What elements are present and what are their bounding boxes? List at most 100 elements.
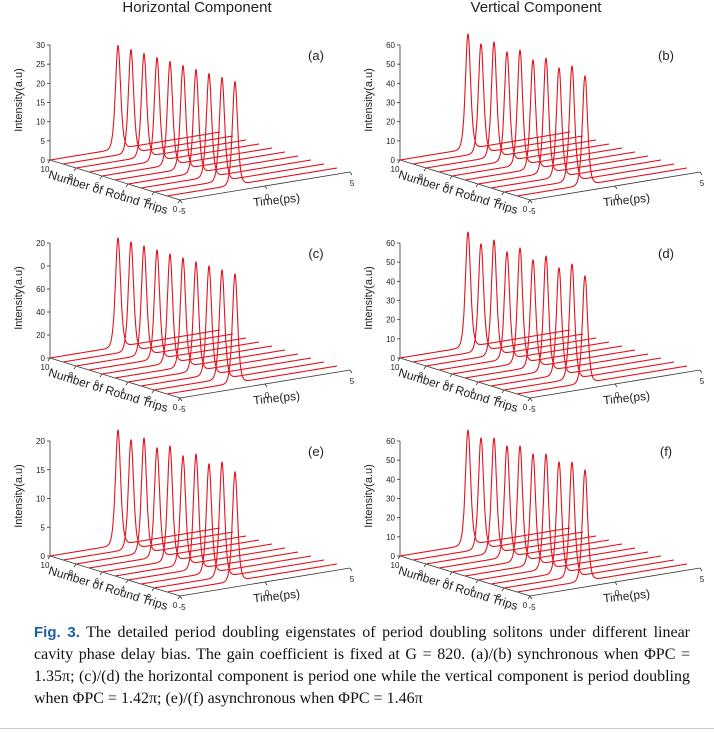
trace — [516, 275, 688, 395]
y-tick — [527, 199, 531, 204]
y-tick — [449, 373, 453, 378]
y-tick-label: 4 — [121, 387, 126, 396]
trace — [516, 469, 688, 593]
y-tick — [125, 183, 129, 188]
y-tick — [527, 595, 531, 600]
trace — [127, 261, 299, 383]
trace — [451, 247, 623, 375]
y-tick — [177, 595, 181, 600]
z-tick-label: 60 — [386, 41, 395, 50]
column-title: Vertical Component — [471, 0, 603, 16]
z-tick-label: 40 — [36, 308, 45, 317]
y-tick — [423, 365, 427, 370]
z-tick-label: 40 — [386, 277, 395, 286]
x-axis-label: Time(ps) — [253, 389, 301, 408]
y-tick-label: 8 — [419, 371, 424, 380]
y-tick — [475, 381, 479, 386]
x-tick — [264, 185, 268, 190]
y-tick-label: 8 — [419, 569, 424, 578]
y-tick — [501, 587, 505, 592]
z-tick-label: 30 — [386, 495, 395, 504]
y-tick-label: 0 — [523, 601, 528, 610]
z-tick-label: 50 — [386, 258, 395, 267]
trace — [464, 453, 636, 577]
trace — [101, 253, 273, 375]
panel: 01020304050600246810-505Intensity(a.u)Nu… — [363, 231, 705, 415]
z-tick-label: 0 — [41, 354, 46, 363]
trace — [425, 239, 597, 367]
x-axis-label: Time(ps) — [603, 191, 651, 210]
x-tick — [529, 199, 533, 204]
trace — [62, 49, 234, 165]
trace — [166, 273, 338, 395]
z-tick-label: 0 — [41, 552, 46, 561]
x-tick-label: -5 — [178, 405, 186, 414]
trace — [114, 65, 286, 181]
y-tick — [527, 397, 531, 402]
trace — [451, 445, 623, 573]
z-tick-label: 40 — [386, 79, 395, 88]
x-tick-label: 5 — [700, 575, 705, 584]
y-tick-label: 2 — [497, 593, 502, 602]
trace — [140, 73, 312, 189]
trace — [516, 75, 688, 197]
panel: 0510152025300246810-505Intensity(a.u)Num… — [13, 41, 355, 217]
y-tick — [501, 191, 505, 196]
trace — [153, 77, 325, 193]
y-tick-label: 10 — [391, 561, 400, 570]
x-tick — [529, 397, 533, 402]
y-tick — [501, 389, 505, 394]
y-tick — [177, 397, 181, 402]
y-tick-label: 0 — [173, 601, 178, 610]
trace — [477, 255, 649, 383]
panel: 051015200246810-505Intensity(a.u)Number … — [13, 429, 355, 613]
y-tick-label: 4 — [471, 387, 476, 396]
trace — [425, 41, 597, 169]
x-tick-label: -5 — [178, 207, 186, 216]
x-tick-label: -5 — [528, 405, 536, 414]
x-tick-label: 5 — [700, 179, 705, 188]
trace — [399, 33, 571, 161]
trace — [140, 463, 312, 585]
z-axis-label: Intensity(a.u) — [13, 68, 25, 132]
x-tick — [699, 171, 703, 176]
trace — [88, 57, 260, 173]
panel-label: (d) — [658, 246, 674, 261]
z-tick-label: 30 — [386, 297, 395, 306]
y-tick — [475, 579, 479, 584]
z-tick-label: 15 — [36, 466, 45, 475]
x-tick — [179, 199, 183, 204]
z-axis-label: Intensity(a.u) — [13, 266, 25, 330]
z-tick-label: 25 — [36, 60, 45, 69]
z-tick-label: 0 — [391, 552, 396, 561]
y-tick-label: 6 — [445, 577, 450, 586]
y-tick — [47, 159, 51, 164]
x-axis-label: Time(ps) — [603, 587, 651, 606]
z-tick-label: 30 — [386, 99, 395, 108]
x-tick — [179, 595, 183, 600]
x-tick-label: -5 — [178, 603, 186, 612]
y-tick-label: 6 — [445, 181, 450, 190]
z-tick-label: 60 — [36, 285, 45, 294]
trace — [101, 61, 273, 177]
y-tick-label: 4 — [121, 189, 126, 198]
z-tick-label: 20 — [386, 514, 395, 523]
trace — [49, 45, 221, 161]
y-tick — [449, 571, 453, 576]
z-tick-label: 0 — [391, 156, 396, 165]
trace — [451, 49, 623, 177]
trace — [464, 259, 636, 379]
trace — [503, 461, 675, 589]
trace — [49, 429, 221, 557]
trace — [399, 429, 571, 557]
z-axis-label: Intensity(a.u) — [363, 68, 375, 132]
z-tick-label: 0 — [41, 262, 46, 271]
z-axis-label: Intensity(a.u) — [13, 464, 25, 528]
column-title: Horizontal Component — [122, 0, 272, 16]
z-tick-label: 5 — [41, 137, 46, 146]
y-tick — [151, 191, 155, 196]
x-tick — [614, 185, 618, 190]
z-axis-label: Intensity(a.u) — [363, 266, 375, 330]
y-tick — [397, 555, 401, 560]
trace — [399, 231, 571, 359]
